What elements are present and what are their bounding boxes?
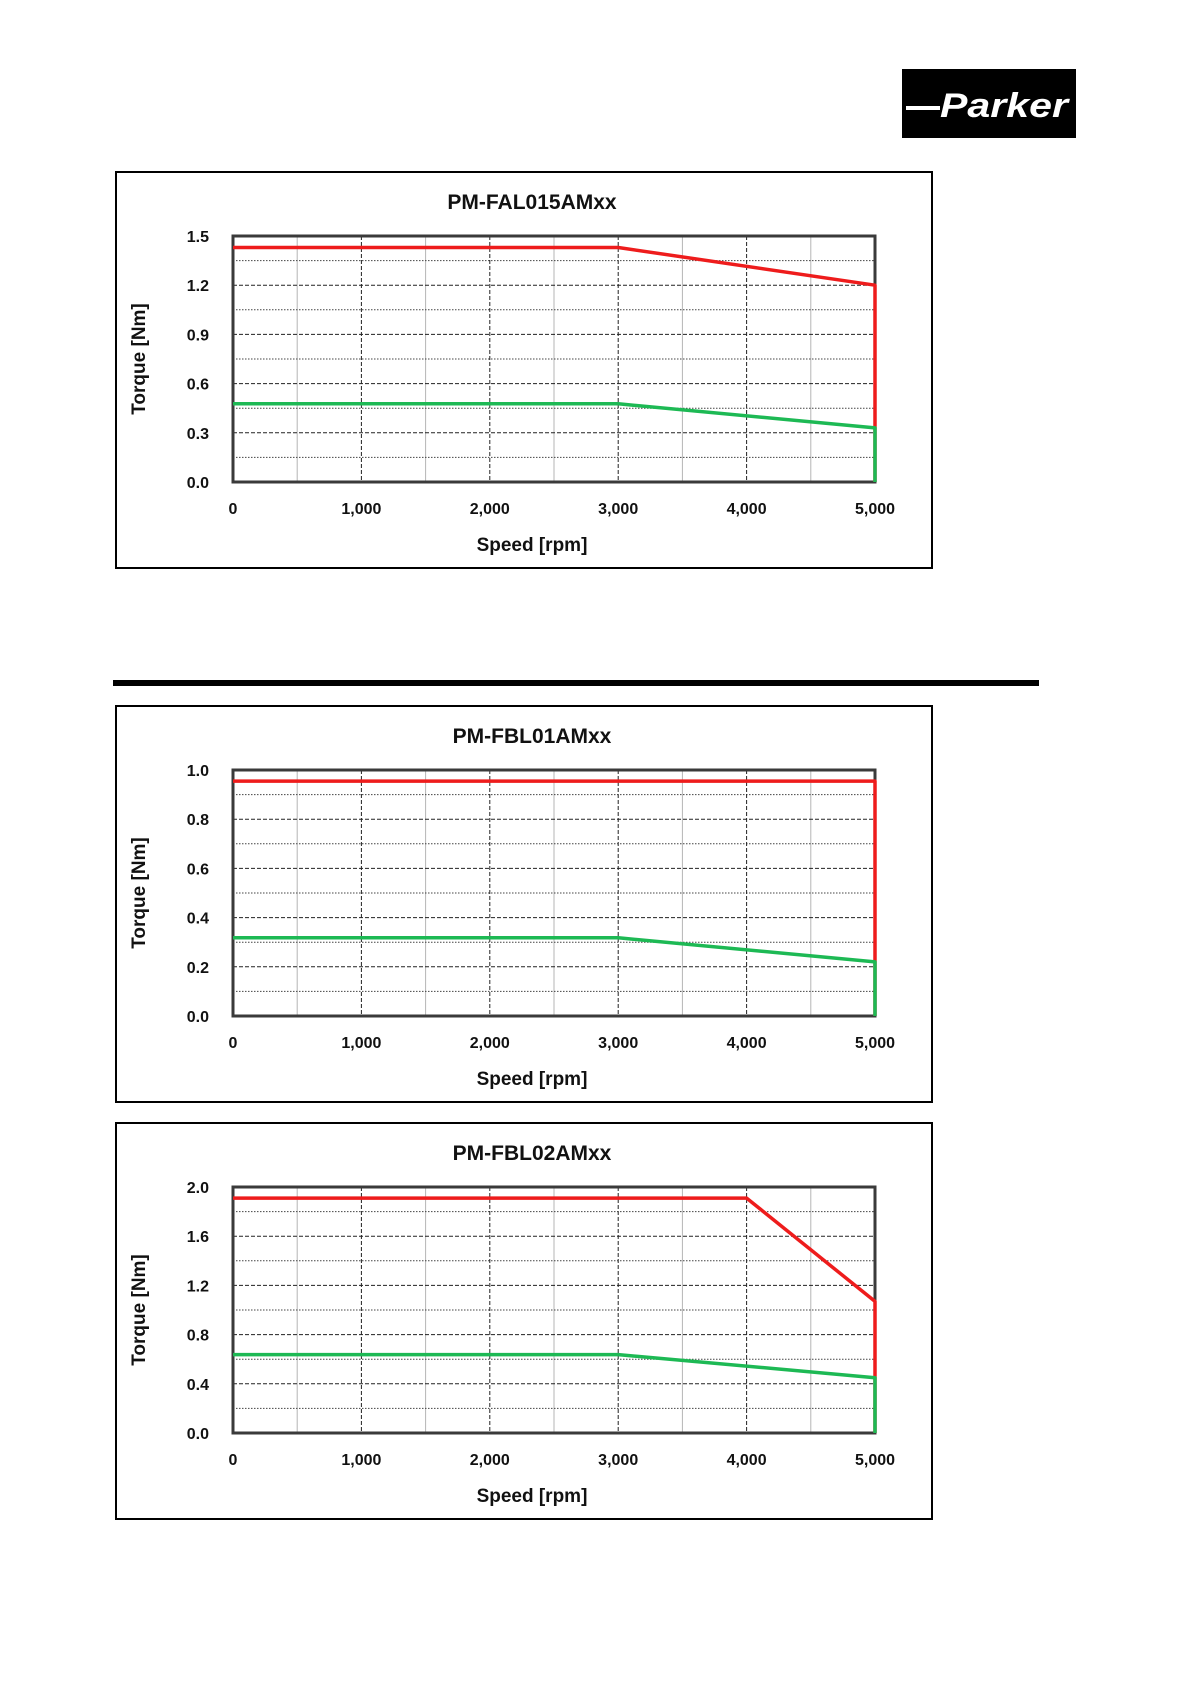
y-tick-label: 0.9: [187, 327, 209, 344]
x-tick-label: 0: [229, 501, 238, 518]
torque-speed-chart-1: 0.0 0.3 0.6 0.9 1.2 1.5 0 1,000 2,000 3,000 4,000 5…: [115, 171, 933, 569]
x-tick-label: 2,000: [470, 1452, 510, 1469]
chart-title: PM-FAL015AMxx: [447, 191, 617, 214]
parker-logo: Parker: [902, 69, 1076, 138]
y-tick-label: 1.2: [187, 1278, 209, 1295]
y-tick-label: 0.6: [187, 861, 209, 878]
y-tick-label: 0.8: [187, 812, 209, 829]
y-tick-label: 0.3: [187, 426, 209, 443]
chart-title: PM-FBL01AMxx: [453, 725, 612, 748]
continuous-torque-line: [233, 402, 877, 482]
x-tick-label: 3,000: [598, 501, 638, 518]
x-tick-label: 0: [229, 1035, 238, 1052]
continuous-torque-line: [233, 936, 877, 1016]
torque-speed-chart-2: 0.0 0.2 0.4 0.6 0.8 1.0 0 1,000 2,000 3,000 4,000 5…: [115, 705, 933, 1103]
x-tick-label: 2,000: [470, 501, 510, 518]
x-tick-label: 1,000: [341, 1035, 381, 1052]
x-tick-label: 0: [229, 1452, 238, 1469]
y-tick-label: 0.8: [187, 1328, 209, 1345]
x-tick-label: 5,000: [855, 1452, 895, 1469]
y-tick-label: 1.6: [187, 1229, 209, 1246]
y-tick-label: 0.2: [187, 960, 209, 977]
y-tick-label: 0.0: [187, 1426, 209, 1443]
chart-svg: 0.0 0.3 0.6 0.9 1.2 1.5 0 1,000 2,000 3,000 4,000 5…: [129, 191, 895, 556]
x-tick-label: 3,000: [598, 1452, 638, 1469]
chart-svg: 0.0 0.2 0.4 0.6 0.8 1.0 0 1,000 2,000 3,000 4,000 5…: [129, 725, 895, 1090]
x-tick-label: 5,000: [855, 1035, 895, 1052]
y-tick-label: 2.0: [187, 1180, 209, 1197]
x-axis-label: Speed [rpm]: [477, 535, 588, 556]
continuous-torque-line: [233, 1352, 877, 1433]
y-tick-label: 1.2: [187, 278, 209, 295]
parker-logo-text: Parker: [940, 87, 1070, 125]
x-axis-label: Speed [rpm]: [477, 1486, 588, 1507]
x-tick-label: 2,000: [470, 1035, 510, 1052]
y-tick-label: 0.4: [187, 911, 209, 928]
y-axis-label: Torque [Nm]: [129, 837, 150, 949]
peak-torque-line: [233, 779, 877, 1016]
torque-speed-chart-3: 0.0 0.4 0.8 1.2 1.6 2.0 0 1,000 2,000 3,000 4,000 5…: [115, 1122, 933, 1520]
y-tick-label: 0.0: [187, 1009, 209, 1026]
y-tick-label: 1.5: [187, 229, 209, 246]
y-tick-label: 0.6: [187, 377, 209, 394]
x-tick-label: 3,000: [598, 1035, 638, 1052]
chart-title: PM-FBL02AMxx: [453, 1142, 612, 1165]
x-tick-label: 5,000: [855, 501, 895, 518]
x-axis-label: Speed [rpm]: [477, 1069, 588, 1090]
x-tick-label: 4,000: [727, 501, 767, 518]
x-tick-label: 4,000: [727, 1452, 767, 1469]
y-tick-label: 1.0: [187, 763, 209, 780]
x-tick-label: 4,000: [727, 1035, 767, 1052]
y-axis-label: Torque [Nm]: [129, 1254, 150, 1366]
section-divider: [113, 680, 1039, 686]
chart-svg: 0.0 0.4 0.8 1.2 1.6 2.0 0 1,000 2,000 3,000 4,000 5…: [129, 1142, 895, 1507]
peak-torque-line: [233, 245, 877, 482]
x-tick-label: 1,000: [341, 1452, 381, 1469]
y-tick-label: 0.0: [187, 475, 209, 492]
x-tick-label: 1,000: [341, 501, 381, 518]
peak-torque-line: [233, 1196, 877, 1433]
y-tick-label: 0.4: [187, 1377, 209, 1394]
y-axis-label: Torque [Nm]: [129, 303, 150, 415]
